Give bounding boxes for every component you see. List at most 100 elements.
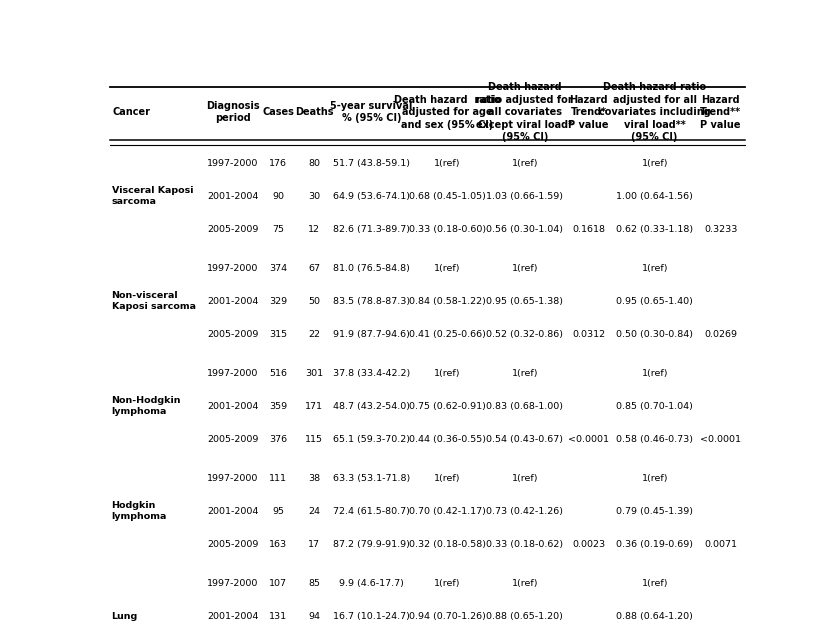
Text: 0.88 (0.64-1.20): 0.88 (0.64-1.20) [617, 612, 693, 621]
Text: 171: 171 [305, 402, 323, 411]
Text: 82.6 (71.3-89.7): 82.6 (71.3-89.7) [333, 225, 410, 234]
Text: 0.95 (0.65-1.38): 0.95 (0.65-1.38) [486, 297, 563, 306]
Text: 75: 75 [273, 225, 284, 234]
Text: 0.36 (0.19-0.69): 0.36 (0.19-0.69) [616, 540, 693, 548]
Text: 0.94 (0.70-1.26): 0.94 (0.70-1.26) [409, 612, 486, 621]
Text: 1(ref): 1(ref) [435, 264, 460, 273]
Text: 1(ref): 1(ref) [435, 579, 460, 588]
Text: 1(ref): 1(ref) [511, 579, 538, 588]
Text: <0.0001: <0.0001 [568, 435, 609, 444]
Text: 0.0071: 0.0071 [704, 540, 737, 548]
Text: 1(ref): 1(ref) [435, 369, 460, 378]
Text: 1(ref): 1(ref) [642, 369, 668, 378]
Text: Non-visceral
Kaposi sarcoma: Non-visceral Kaposi sarcoma [111, 291, 195, 311]
Text: 115: 115 [305, 435, 323, 444]
Text: 1997-2000: 1997-2000 [207, 579, 258, 588]
Text: 9.9 (4.6-17.7): 9.9 (4.6-17.7) [339, 579, 404, 588]
Text: 1(ref): 1(ref) [642, 579, 668, 588]
Text: 72.4 (61.5-80.7): 72.4 (61.5-80.7) [333, 507, 410, 516]
Text: 0.50 (0.30-0.84): 0.50 (0.30-0.84) [616, 329, 693, 339]
Text: 1(ref): 1(ref) [511, 264, 538, 273]
Text: 17: 17 [308, 540, 320, 548]
Text: 315: 315 [269, 329, 288, 339]
Text: Cancer: Cancer [112, 107, 150, 117]
Text: 176: 176 [269, 159, 288, 168]
Text: 5-year survival
% (95% CI): 5-year survival % (95% CI) [330, 101, 413, 124]
Text: 2005-2009: 2005-2009 [207, 329, 258, 339]
Text: 0.70 (0.42-1.17): 0.70 (0.42-1.17) [409, 507, 486, 516]
Text: 329: 329 [269, 297, 288, 306]
Text: 80: 80 [308, 159, 320, 168]
Text: 0.56 (0.30-1.04): 0.56 (0.30-1.04) [486, 225, 563, 234]
Text: 0.52 (0.32-0.86): 0.52 (0.32-0.86) [486, 329, 563, 339]
Text: 91.9 (87.7-94.6): 91.9 (87.7-94.6) [333, 329, 410, 339]
Text: 22: 22 [308, 329, 320, 339]
Text: Hodgkin
lymphoma: Hodgkin lymphoma [111, 501, 167, 521]
Text: 1997-2000: 1997-2000 [207, 474, 258, 483]
Text: <0.0001: <0.0001 [701, 435, 741, 444]
Text: 0.44 (0.36-0.55): 0.44 (0.36-0.55) [409, 435, 486, 444]
Text: 0.3233: 0.3233 [704, 225, 737, 234]
Text: 16.7 (10.1-24.7): 16.7 (10.1-24.7) [333, 612, 410, 621]
Text: 0.0312: 0.0312 [572, 329, 605, 339]
Text: 0.79 (0.45-1.39): 0.79 (0.45-1.39) [616, 507, 693, 516]
Text: Deaths: Deaths [295, 107, 333, 117]
Text: 0.88 (0.65-1.20): 0.88 (0.65-1.20) [486, 612, 563, 621]
Text: 1997-2000: 1997-2000 [207, 159, 258, 168]
Text: 111: 111 [269, 474, 288, 483]
Text: Hazard
Trend*
P value: Hazard Trend* P value [568, 95, 609, 130]
Text: Death hazard
ratio adjusted for
all covariates
except viral load*
(95% CI): Death hazard ratio adjusted for all cova… [476, 82, 573, 142]
Text: 95: 95 [273, 507, 284, 516]
Text: 516: 516 [269, 369, 288, 378]
Text: 163: 163 [269, 540, 288, 548]
Text: 83.5 (78.8-87.3): 83.5 (78.8-87.3) [333, 297, 410, 306]
Text: 2005-2009: 2005-2009 [207, 540, 258, 548]
Text: 1997-2000: 1997-2000 [207, 264, 258, 273]
Text: 107: 107 [269, 579, 288, 588]
Text: Death hazard  ratio
adjusted for age
and sex (95% CI): Death hazard ratio adjusted for age and … [394, 95, 501, 130]
Text: 2005-2009: 2005-2009 [207, 225, 258, 234]
Text: 1.03 (0.66-1.59): 1.03 (0.66-1.59) [486, 192, 563, 201]
Text: 0.58 (0.46-0.73): 0.58 (0.46-0.73) [616, 435, 693, 444]
Text: 64.9 (53.6-74.1): 64.9 (53.6-74.1) [333, 192, 410, 201]
Text: 0.68 (0.45-1.05): 0.68 (0.45-1.05) [409, 192, 486, 201]
Text: 85: 85 [308, 579, 320, 588]
Text: Death hazard ratio
adjusted for all
covariates including
viral load**
(95% CI): Death hazard ratio adjusted for all cova… [599, 82, 711, 142]
Text: Visceral Kaposi
sarcoma: Visceral Kaposi sarcoma [111, 187, 193, 207]
Text: 1(ref): 1(ref) [511, 159, 538, 168]
Text: 90: 90 [273, 192, 284, 201]
Text: 48.7 (43.2-54.0): 48.7 (43.2-54.0) [333, 402, 410, 411]
Text: 0.75 (0.62-0.91): 0.75 (0.62-0.91) [409, 402, 486, 411]
Text: 87.2 (79.9-91.9): 87.2 (79.9-91.9) [333, 540, 410, 548]
Text: 376: 376 [269, 435, 288, 444]
Text: 1(ref): 1(ref) [435, 474, 460, 483]
Text: Diagnosis
period: Diagnosis period [206, 101, 259, 124]
Text: 0.85 (0.70-1.04): 0.85 (0.70-1.04) [617, 402, 693, 411]
Text: 50: 50 [308, 297, 320, 306]
Text: 0.83 (0.68-1.00): 0.83 (0.68-1.00) [486, 402, 563, 411]
Text: 65.1 (59.3-70.2): 65.1 (59.3-70.2) [333, 435, 410, 444]
Text: 2001-2004: 2001-2004 [207, 612, 258, 621]
Text: 0.54 (0.43-0.67): 0.54 (0.43-0.67) [486, 435, 563, 444]
Text: 94: 94 [308, 612, 320, 621]
Text: 0.33 (0.18-0.60): 0.33 (0.18-0.60) [409, 225, 486, 234]
Text: Non-Hodgkin
lymphoma: Non-Hodgkin lymphoma [111, 396, 181, 416]
Text: 301: 301 [305, 369, 323, 378]
Text: 63.3 (53.1-71.8): 63.3 (53.1-71.8) [333, 474, 411, 483]
Text: 0.0269: 0.0269 [704, 329, 737, 339]
Text: 2001-2004: 2001-2004 [207, 402, 258, 411]
Text: 131: 131 [269, 612, 288, 621]
Text: 0.0023: 0.0023 [572, 540, 605, 548]
Text: 0.62 (0.33-1.18): 0.62 (0.33-1.18) [616, 225, 693, 234]
Text: 0.41 (0.25-0.66): 0.41 (0.25-0.66) [409, 329, 486, 339]
Text: 0.73 (0.42-1.26): 0.73 (0.42-1.26) [486, 507, 563, 516]
Text: 0.84 (0.58-1.22): 0.84 (0.58-1.22) [409, 297, 486, 306]
Text: 38: 38 [308, 474, 321, 483]
Text: 1(ref): 1(ref) [642, 264, 668, 273]
Text: 12: 12 [308, 225, 320, 234]
Text: 51.7 (43.8-59.1): 51.7 (43.8-59.1) [333, 159, 410, 168]
Text: 81.0 (76.5-84.8): 81.0 (76.5-84.8) [333, 264, 410, 273]
Text: 374: 374 [269, 264, 288, 273]
Text: 2005-2009: 2005-2009 [207, 435, 258, 444]
Text: 67: 67 [308, 264, 320, 273]
